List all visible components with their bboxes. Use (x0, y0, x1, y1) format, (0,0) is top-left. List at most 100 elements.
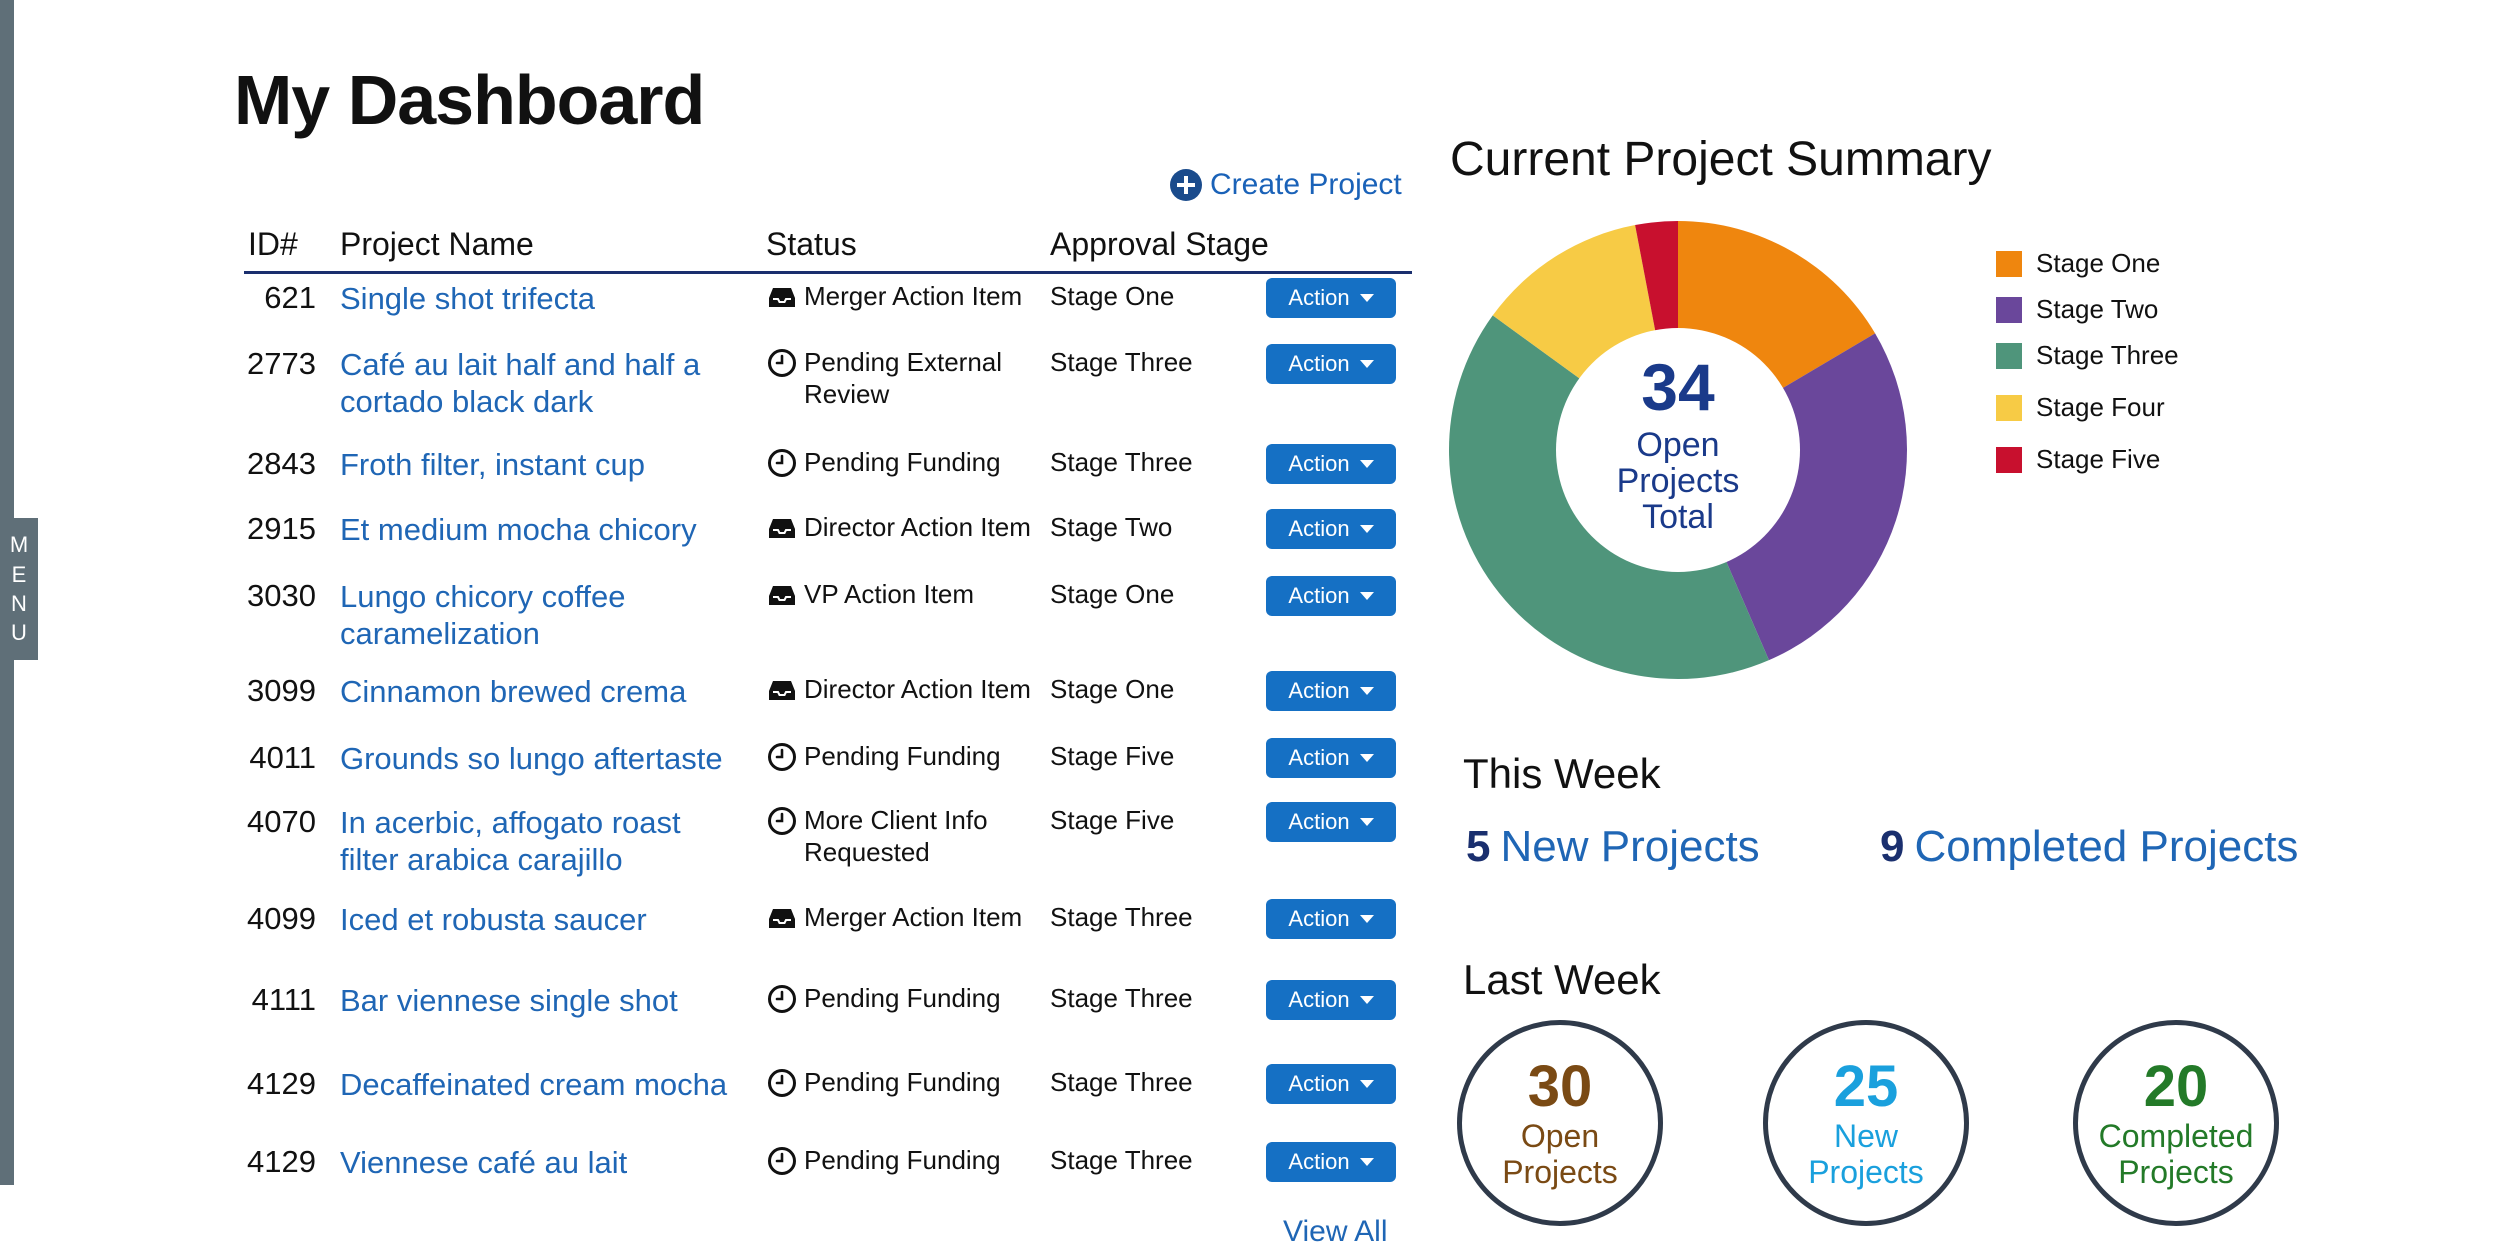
row-action-cell: Action (1266, 576, 1396, 616)
clock-icon (766, 1145, 798, 1177)
donut-slice-stage-two (1678, 333, 1907, 661)
caret-down-icon (1359, 818, 1374, 826)
row-project-name-link[interactable]: Iced et robusta saucer (340, 902, 647, 937)
row-action-cell: Action (1266, 1064, 1396, 1104)
this-week-completed-projects[interactable]: 9 Completed Projects (1880, 822, 2298, 872)
clock-icon (766, 447, 798, 479)
this-week-new-projects[interactable]: 5 New Projects (1466, 822, 1760, 872)
legend-swatch (1996, 296, 2022, 323)
action-dropdown-button[interactable]: Action (1266, 444, 1396, 484)
row-project-name-link[interactable]: Viennese café au lait (340, 1145, 628, 1180)
project-donut-chart: 34 Open Projects Total (1449, 221, 1907, 679)
legend-swatch (1996, 446, 2022, 473)
action-label: Action (1288, 351, 1350, 376)
row-status-text: Merger Action Item (804, 281, 1023, 311)
circle-label: Completed (2098, 1118, 2254, 1154)
row-id: 4011 (249, 740, 316, 775)
row-status: Pending Funding (766, 740, 1056, 773)
legend-item: Stage Two (1996, 294, 2158, 325)
action-label: Action (1288, 451, 1350, 476)
caret-down-icon (1359, 592, 1374, 600)
clock-icon (766, 741, 798, 773)
action-dropdown-button[interactable]: Action (1266, 576, 1396, 616)
action-label: Action (1288, 516, 1350, 541)
row-status: Pending Funding (766, 446, 1056, 479)
legend-label: Stage Four (2036, 392, 2165, 422)
row-approval-stage: Stage Three (1050, 447, 1193, 477)
action-label: Action (1288, 678, 1350, 703)
row-action-cell: Action (1266, 278, 1396, 318)
row-status-text: Pending Funding (804, 1067, 1001, 1097)
row-project-name-link[interactable]: Cinnamon brewed crema (340, 674, 687, 709)
caret-down-icon (1359, 687, 1374, 695)
action-label: Action (1288, 1071, 1350, 1096)
last-week-open-projects: 30 Open Projects (1457, 1020, 1663, 1226)
caret-down-icon (1359, 915, 1374, 923)
row-project-name-link[interactable]: Single shot trifecta (340, 281, 596, 316)
row-project-name-link[interactable]: Lungo chicory coffee caramelization (340, 579, 626, 651)
row-status: Director Action Item (766, 511, 1056, 544)
row-status: Pending Funding (766, 1144, 1056, 1177)
action-dropdown-button[interactable]: Action (1266, 344, 1396, 384)
caret-down-icon (1359, 294, 1374, 302)
row-project-name-link[interactable]: Froth filter, instant cup (340, 447, 645, 482)
legend-swatch (1996, 250, 2022, 277)
row-status: VP Action Item (766, 578, 1056, 611)
caret-down-icon (1359, 754, 1374, 762)
row-action-cell: Action (1266, 738, 1396, 778)
action-dropdown-button[interactable]: Action (1266, 1142, 1396, 1182)
projects-table: ID# Project Name Status Approval Stage 6… (244, 218, 1412, 1182)
inbox-icon (766, 512, 798, 544)
row-project-name-link[interactable]: Bar viennese single shot (340, 983, 678, 1018)
view-all-link[interactable]: View All (1283, 1215, 1388, 1242)
row-id: 4111 (251, 982, 316, 1017)
row-project-name-link[interactable]: Café au lait half and half a cortado bla… (340, 347, 701, 419)
action-dropdown-button[interactable]: Action (1266, 278, 1396, 318)
legend-item: Stage Four (1996, 392, 2165, 423)
caret-down-icon (1359, 996, 1374, 1004)
circle-label: Open (1520, 1118, 1600, 1154)
row-action-cell: Action (1266, 1142, 1396, 1182)
header-status: Status (766, 226, 857, 262)
new-projects-label: New Projects (1500, 822, 1760, 871)
action-dropdown-button[interactable]: Action (1266, 802, 1396, 842)
action-label: Action (1288, 285, 1350, 310)
row-status-text: Pending Funding (804, 983, 1001, 1013)
action-dropdown-button[interactable]: Action (1266, 1064, 1396, 1104)
header-approval-stage: Approval Stage (1050, 226, 1269, 262)
last-week-completed-projects: 20 Completed Projects (2073, 1020, 2279, 1226)
action-dropdown-button[interactable]: Action (1266, 738, 1396, 778)
action-dropdown-button[interactable]: Action (1266, 509, 1396, 549)
row-project-name-link[interactable]: Et medium mocha chicory (340, 512, 697, 547)
row-id: 4099 (247, 901, 316, 936)
menu-toggle[interactable]: M E N U (0, 518, 38, 660)
row-project-name-link[interactable]: Decaffeinated cream mocha (340, 1067, 728, 1102)
clock-icon (766, 1067, 798, 1099)
row-status: Merger Action Item (766, 901, 1056, 934)
clock-icon (766, 805, 798, 837)
circle-label: Projects (1808, 1154, 1924, 1190)
row-approval-stage: Stage Five (1050, 741, 1175, 771)
row-approval-stage: Stage One (1050, 281, 1175, 311)
circle-number: 20 (2143, 1054, 2209, 1119)
action-dropdown-button[interactable]: Action (1266, 899, 1396, 939)
row-project-name-link[interactable]: Grounds so lungo aftertaste (340, 741, 723, 776)
action-label: Action (1288, 583, 1350, 608)
action-label: Action (1288, 809, 1350, 834)
row-status-text: Director Action Item (804, 674, 1031, 704)
action-dropdown-button[interactable]: Action (1266, 980, 1396, 1020)
create-project-link[interactable]: Create Project (1170, 168, 1402, 202)
legend-label: Stage Three (2036, 340, 2179, 370)
legend-swatch (1996, 342, 2022, 369)
row-status-text: Pending Funding (804, 741, 1001, 771)
menu-letter: U (11, 620, 27, 646)
caret-down-icon (1359, 1080, 1374, 1088)
row-approval-stage: Stage Three (1050, 347, 1193, 377)
row-project-name-link[interactable]: In acerbic, affogato roast filter arabic… (340, 805, 681, 877)
action-dropdown-button[interactable]: Action (1266, 671, 1396, 711)
this-week-title: This Week (1463, 750, 1661, 797)
row-action-cell: Action (1266, 671, 1396, 711)
row-approval-stage: Stage One (1050, 579, 1175, 609)
action-label: Action (1288, 987, 1350, 1012)
menu-letter: M (9, 532, 29, 558)
